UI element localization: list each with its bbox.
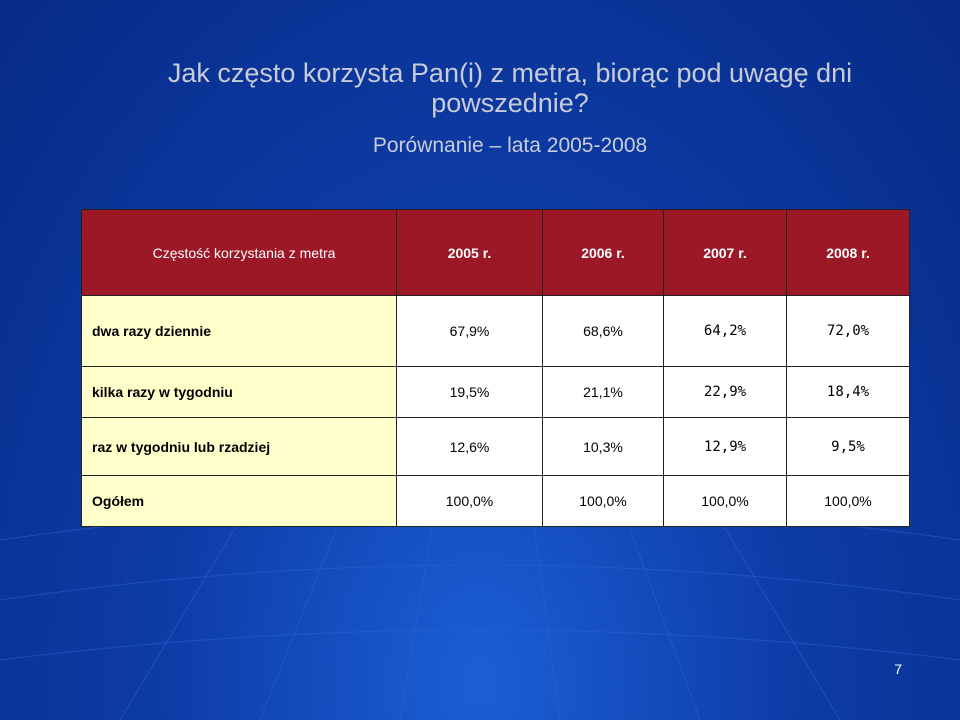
cell-value: 19,5%	[396, 366, 543, 418]
table-row: kilka razy w tygodniu 19,5% 21,1% 22,9% …	[81, 366, 910, 418]
row-label: raz w tygodniu lub rzadziej	[81, 417, 397, 476]
cell-value: 68,6%	[542, 295, 664, 367]
cell-value: 21,1%	[542, 366, 664, 418]
slide-subtitle: Porównanie – lata 2005-2008	[372, 134, 648, 157]
cell-value: 72,0%	[786, 295, 910, 367]
table-row: dwa razy dziennie 67,9% 68,6% 64,2% 72,0…	[81, 295, 910, 367]
frequency-table: Częstość korzystania z metra 2005 r. 200…	[81, 209, 910, 527]
header-year-2005: 2005 r.	[396, 209, 543, 296]
table-header-row: Częstość korzystania z metra 2005 r. 200…	[81, 209, 910, 296]
table-row-total: Ogółem 100,0% 100,0% 100,0% 100,0%	[81, 475, 910, 527]
cell-value: 18,4%	[786, 366, 910, 418]
cell-value: 64,2%	[663, 295, 787, 367]
header-year-2006: 2006 r.	[542, 209, 664, 296]
cell-value: 12,9%	[663, 417, 787, 476]
page-number: 7	[894, 661, 902, 677]
cell-value: 100,0%	[396, 475, 543, 527]
cell-value: 100,0%	[786, 475, 910, 527]
table-row: raz w tygodniu lub rzadziej 12,6% 10,3% …	[81, 417, 910, 476]
cell-value: 9,5%	[786, 417, 910, 476]
cell-value: 12,6%	[396, 417, 543, 476]
slide-title: Jak często korzysta Pan(i) z metra, bior…	[167, 58, 853, 118]
cell-value: 100,0%	[663, 475, 787, 527]
header-year-2008: 2008 r.	[786, 209, 910, 296]
cell-value: 22,9%	[663, 366, 787, 418]
cell-value: 100,0%	[542, 475, 664, 527]
row-label: kilka razy w tygodniu	[81, 366, 397, 418]
row-label: Ogółem	[81, 475, 397, 527]
cell-value: 67,9%	[396, 295, 543, 367]
header-label: Częstość korzystania z metra	[81, 209, 397, 296]
header-year-2007: 2007 r.	[663, 209, 787, 296]
row-label: dwa razy dziennie	[81, 295, 397, 367]
cell-value: 10,3%	[542, 417, 664, 476]
